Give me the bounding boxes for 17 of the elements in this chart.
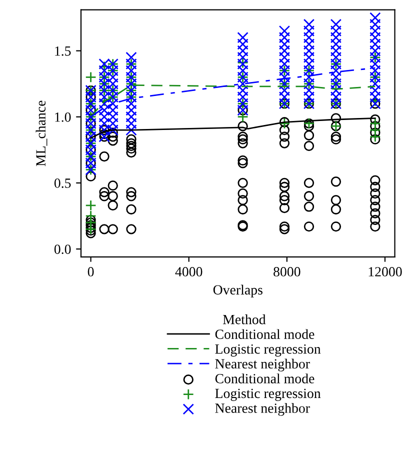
legend-label: Logistic regression (215, 344, 321, 357)
legend-label: Logistic regression (215, 388, 321, 401)
x-axis-title: Overlaps (213, 284, 262, 298)
legend-label: Nearest neighbor (215, 358, 310, 372)
legend-label: Conditional mode (215, 374, 314, 384)
y-axis-title: ML_chance (36, 100, 48, 166)
legend-label: Nearest neighbor (215, 403, 310, 416)
legend-title: Method (222, 314, 266, 324)
y-tick-label: 1.0 (55, 112, 71, 122)
y-tick-label: 1.5 (55, 46, 71, 56)
y-tick-label: 0.0 (54, 244, 71, 254)
legend-label: Conditional mode (215, 329, 314, 339)
y-tick-label: 0.5 (54, 178, 71, 188)
x-tick-label: 0 (88, 267, 94, 276)
x-tick-label: 8000 (274, 267, 300, 276)
x-tick-label: 12000 (368, 267, 402, 276)
x-tick-label: 4000 (175, 267, 202, 276)
